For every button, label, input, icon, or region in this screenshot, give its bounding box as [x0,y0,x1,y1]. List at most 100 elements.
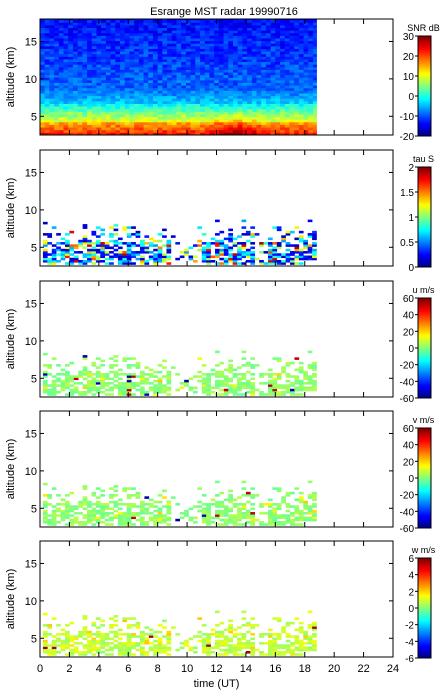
heatmap-cell [307,219,313,223]
heatmap-cell [87,30,93,34]
heatmap-cell [56,253,61,256]
heatmap-cell [134,43,140,47]
heatmap-cell [124,61,130,65]
heatmap-cell [49,69,55,73]
heatmap-cell [312,642,317,645]
heatmap-cell [237,516,242,520]
heatmap-cell [44,77,50,81]
heatmap-cell [153,653,158,656]
heatmap-cell [214,90,220,94]
heatmap-cell [162,359,167,363]
heatmap-cell [58,95,64,99]
heatmap-cell [284,35,290,39]
heatmap-cell [312,59,317,63]
heatmap-cell [215,494,220,497]
heatmap-cell [143,74,149,78]
heatmap-cell [44,66,50,70]
heatmap-cell [157,127,163,131]
heatmap-cell [303,61,309,65]
heatmap-cell [109,630,114,634]
heatmap-cell [294,257,300,261]
heatmap-cell [219,248,225,252]
heatmap-cell [242,129,248,133]
heatmap-cell [204,100,210,104]
heatmap-cell [138,53,144,57]
colorbar-swatch [418,338,431,341]
heatmap-cell [263,633,269,636]
heatmap-cell [87,646,92,650]
heatmap-cell [129,132,135,136]
heatmap-cell [270,106,276,110]
heatmap-cell [185,129,192,133]
heatmap-cell [265,114,272,118]
heatmap-cell [167,100,173,104]
heatmap-cell [312,635,317,638]
heatmap-cell [289,119,295,123]
colorbar-swatch [418,428,431,431]
heatmap-cell [135,514,141,517]
heatmap-cell [126,503,132,506]
heatmap-cell [157,494,163,497]
heatmap-cell [276,619,282,623]
heatmap-cell [109,257,114,261]
colorbar-swatch [418,360,431,363]
heatmap-cell [100,251,106,254]
heatmap-cell [54,35,60,39]
heatmap-cell [117,507,123,511]
heatmap-cell [201,646,207,650]
heatmap-cell [218,64,224,68]
heatmap-cell [131,523,136,526]
heatmap-cell [197,375,203,378]
heatmap-cell [129,114,135,118]
heatmap-cell [166,262,172,265]
heatmap-cell [228,93,234,97]
heatmap-cell [312,514,317,517]
heatmap-cell [218,69,224,73]
heatmap-cell [113,255,119,259]
heatmap-cell [69,246,75,250]
heatmap-cell [228,43,234,47]
heatmap-cell [190,66,196,70]
heatmap-cell [280,90,286,94]
heatmap-cell [215,644,220,647]
heatmap-cell [307,507,313,511]
heatmap-cell [303,51,309,55]
heatmap-cell [303,116,309,120]
heatmap-cell [218,59,224,63]
heatmap-cell [190,38,196,42]
heatmap-cell [68,85,74,89]
heatmap-cell [275,48,281,52]
colorbar-tick-label: -40 [400,507,415,518]
heatmap-cell [148,114,154,118]
heatmap-cell [219,653,225,656]
heatmap-cell [63,121,69,125]
heatmap-cell [294,24,300,29]
heatmap-cell [280,103,286,107]
heatmap-cell [144,653,150,656]
heatmap-cell [270,19,276,23]
heatmap-cell [113,355,119,358]
heatmap-cell [270,90,276,94]
heatmap-cell [134,51,140,55]
heatmap-cell [148,121,154,125]
heatmap-cell [185,121,192,125]
heatmap-cell [122,644,128,647]
heatmap-cell [275,95,281,99]
heatmap-cell [63,27,69,31]
heatmap-cell [69,621,75,625]
heatmap-cell [176,116,182,120]
heatmap-cell [200,114,206,118]
heatmap-cell [256,129,262,133]
colorbar-swatch [418,36,431,39]
heatmap-cell [275,77,281,81]
colorbar-swatch [418,348,431,351]
heatmap-cell [69,521,75,524]
heatmap-cell [143,77,149,81]
heatmap-cell [144,379,150,383]
heatmap-cell [143,72,149,76]
heatmap-cell [210,237,216,241]
heatmap-cell [120,19,126,23]
heatmap-cell [312,375,317,378]
heatmap-cell [228,51,234,55]
